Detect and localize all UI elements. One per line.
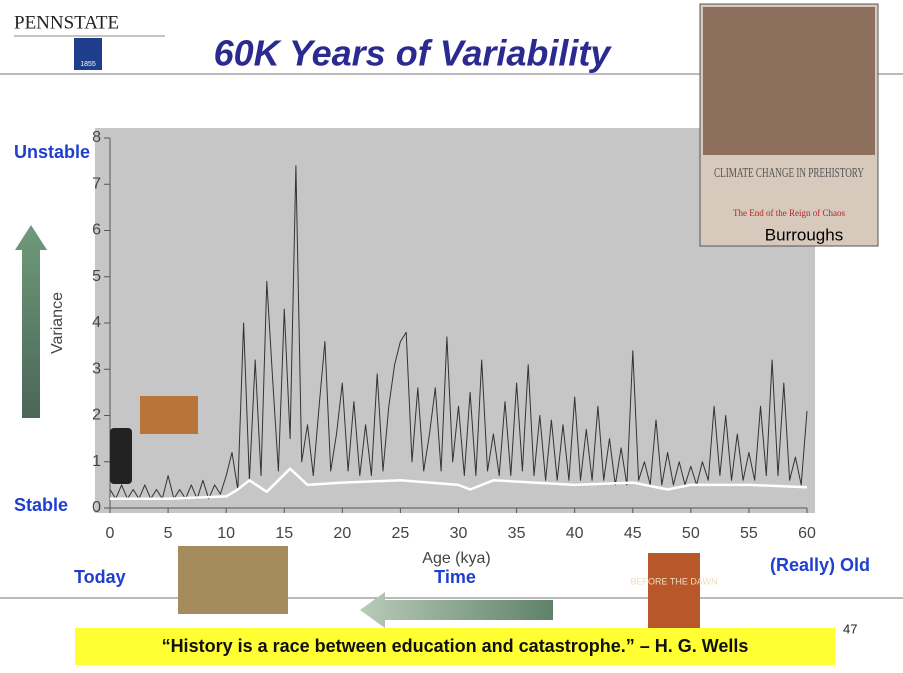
today-label: Today xyxy=(74,567,126,587)
book-title: CLIMATE CHANGE IN PREHISTORY xyxy=(714,166,864,181)
x-tick-label: 55 xyxy=(740,525,758,542)
x-tick-label: 15 xyxy=(275,525,293,542)
left-arrow xyxy=(360,592,553,628)
y-axis-label: Variance xyxy=(49,292,66,354)
logo-shield xyxy=(74,38,102,70)
up-arrow xyxy=(15,225,47,418)
x-tick-label: 35 xyxy=(508,525,526,542)
wheat-image xyxy=(178,546,288,614)
plot-background xyxy=(95,128,815,513)
quote-box xyxy=(75,628,835,665)
x-tick-label: 20 xyxy=(333,525,351,542)
y-tick-label: 7 xyxy=(92,175,101,192)
x-tick-label: 60 xyxy=(798,525,816,542)
unstable-label: Unstable xyxy=(14,142,90,162)
time-label: Time xyxy=(434,567,476,587)
book-author: Burroughs xyxy=(765,225,843,244)
x-tick-label: 10 xyxy=(217,525,235,542)
y-tick-label: 5 xyxy=(92,268,101,285)
quote: “History is a race between education and… xyxy=(162,636,749,656)
book-subtitle: The End of the Reign of Chaos xyxy=(733,208,845,218)
y-tick-label: 2 xyxy=(92,407,101,424)
stable-label: Stable xyxy=(14,495,68,515)
page-number: 47 xyxy=(843,621,857,636)
y-tick-label: 1 xyxy=(92,453,101,470)
book-title-2: BEFORE THE DAWN xyxy=(630,576,717,586)
x-tick-label: 45 xyxy=(624,525,642,542)
x-tick-label: 40 xyxy=(566,525,584,542)
x-tick-label: 30 xyxy=(450,525,468,542)
y-tick-label: 8 xyxy=(92,129,101,146)
x-tick-label: 5 xyxy=(164,525,173,542)
cave-painting xyxy=(703,7,875,155)
old-label: (Really) Old xyxy=(770,555,870,575)
y-tick-label: 0 xyxy=(92,499,101,516)
x-tick-label: 25 xyxy=(392,525,410,542)
data-line xyxy=(110,467,808,501)
y-tick-label: 4 xyxy=(92,314,101,331)
slide-title: 60K Years of Variability xyxy=(214,33,613,74)
pyramid-image xyxy=(140,396,198,434)
data-line xyxy=(109,165,808,500)
logo-text: PENNSTATE xyxy=(14,12,119,33)
x-tick-label: 0 xyxy=(106,525,115,542)
x-tick-label: 50 xyxy=(682,525,700,542)
x-axis-label: Age (kya) xyxy=(422,550,490,567)
phone-image xyxy=(110,428,132,484)
y-tick-label: 3 xyxy=(92,360,101,377)
y-tick-label: 6 xyxy=(92,222,101,239)
logo-year: 1855 xyxy=(80,61,96,68)
